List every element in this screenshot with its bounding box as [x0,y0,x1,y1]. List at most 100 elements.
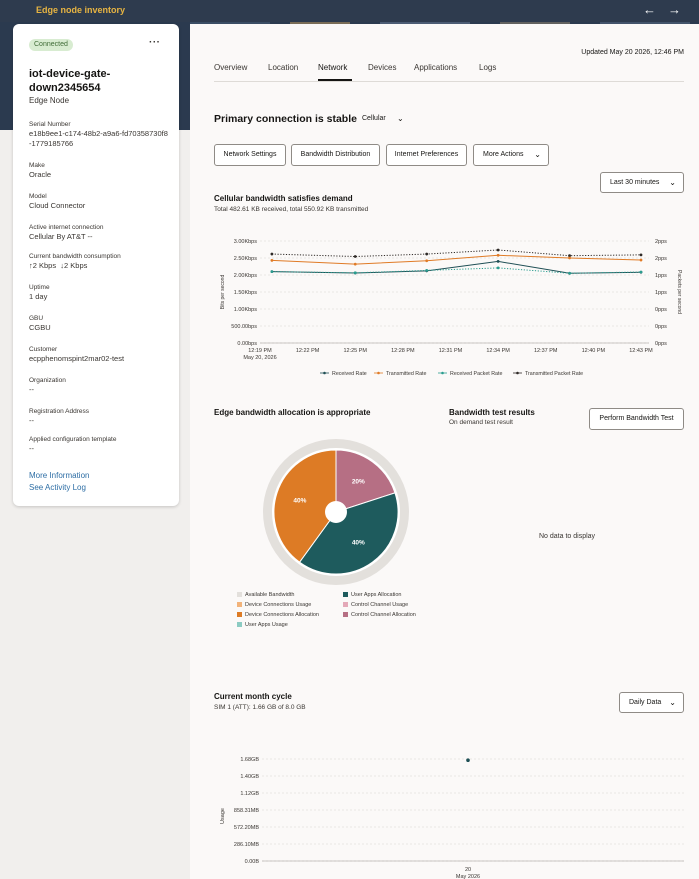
pie-slice-label: 40% [352,540,365,547]
field-make: Make Oracle [29,161,169,180]
pie-slice[interactable] [335,449,396,513]
bandwidth-line-chart: 0.00bps 500.00bps 1.00Kbps 1.50Kbps 2.00Kbps… [220,239,682,377]
legend-label: Received Rate [332,371,367,377]
y-tick-label: 500.00bps [231,324,257,330]
legend-swatch [237,592,242,597]
series-line [271,249,642,258]
top-bar: Edge node inventory ← → [0,0,699,22]
tab-devices[interactable]: Devices [368,63,397,72]
y2-tick-label: 0pps [655,341,667,347]
x-tick-label: 12:22 PM [296,348,320,354]
y2-tick-label: 1pps [655,290,667,296]
bandwidth-test-title: Bandwidth test results [449,408,535,417]
perform-bandwidth-test-button[interactable]: Perform Bandwidth Test [589,408,684,430]
tab-applications[interactable]: Applications [414,63,458,72]
field-gbu: GBU CGBU [29,314,169,333]
field-value: Cellular By AT&T -- [29,232,93,241]
field-uptime: Uptime 1 day [29,283,169,302]
usage-chart: 0.00B 286.10MB 572.20MB 858.31MB 1.12GB 1.40G… [220,757,684,879]
series-point[interactable] [568,271,571,275]
arrow-left-icon[interactable]: ← [643,2,656,17]
field-value: -- [29,416,34,425]
y-tick-label: 1.68GB [240,757,259,763]
series-point[interactable] [425,259,429,263]
chevron-down-icon: ⌄ [669,698,676,707]
bandwidth-chart-title: Cellular bandwidth satisfies demand [214,194,353,203]
y-tick-label: 1.50Kbps [234,290,257,296]
network-type-value: Cellular [362,115,386,122]
activity-log-link[interactable]: See Activity Log [29,483,86,492]
y-axis-title: Usage [220,808,226,824]
y2-tick-label: 0pps [655,307,667,313]
legend-swatch [237,612,242,617]
y2-axis-title: Packets per second [676,270,682,314]
series-point[interactable] [353,271,357,275]
field-value: Cloud Connector [29,201,86,210]
y-tick-label: 572.20MB [234,825,259,831]
device-type: Edge Node [29,96,70,105]
time-range-dropdown[interactable]: Last 30 minutes ⌄ [600,172,684,193]
more-information-link[interactable]: More Information [29,471,90,480]
last-updated: Updated May 20 2026, 12:46 PM [581,49,684,56]
pie-slice-label: 40% [293,497,306,504]
series-point[interactable] [270,270,274,273]
bandwidth-distribution-button[interactable]: Bandwidth Distribution [291,144,380,166]
arrow-right-icon[interactable]: → [668,2,681,17]
legend-item: Control Channel Usage [343,602,408,608]
x-tick-label: 12:19 PM [248,348,272,354]
y2-tick-label: 2pps [655,256,667,262]
network-type-select[interactable]: Cellular ⌄ [362,114,404,123]
bandwidth-chart-subtitle: Total 482.61 KB received, total 550.92 K… [214,206,369,213]
field-label: Make [29,162,45,169]
pie-slice[interactable] [298,492,399,575]
series-point[interactable] [270,258,274,262]
legend-marker [441,371,444,375]
legend-label: Transmitted Packet Rate [525,371,583,377]
daily-data-dropdown[interactable]: Daily Data ⌄ [619,692,684,713]
series-point[interactable] [496,253,500,257]
tab-location[interactable]: Location [268,63,299,72]
series-point[interactable] [496,266,500,270]
series-point[interactable] [353,255,357,258]
app-title: Edge node inventory [36,5,126,15]
field-registration-address: Registration Address -- [29,407,169,426]
series-point[interactable] [353,262,357,266]
legend-swatch [343,592,348,597]
chevron-down-icon: ⌄ [669,178,676,187]
series-point[interactable] [425,268,429,272]
tab-overview[interactable]: Overview [214,63,248,72]
series-line [271,260,642,274]
tab-logs[interactable]: Logs [479,63,497,72]
usage-point[interactable] [466,758,470,763]
network-settings-button[interactable]: Network Settings [214,144,286,166]
series-point[interactable] [639,253,643,257]
chevron-down-icon: ⌄ [534,150,541,159]
series-point[interactable] [270,252,274,256]
series-point[interactable] [639,258,643,262]
more-actions-button[interactable]: More Actions ⌄ [473,144,549,166]
legend-item: Device Connections Allocation [237,612,319,618]
field-bandwidth-consumption: Current bandwidth consumption ↑2 Kbps ↓2… [29,252,169,271]
series-point[interactable] [568,254,571,258]
x-tick-label: 12:34 PM [486,348,510,354]
series-point[interactable] [425,252,429,256]
field-organization: Organization -- [29,376,169,395]
more-options-icon[interactable]: ··· [149,37,161,48]
series-point[interactable] [496,260,500,263]
series-line [271,267,642,274]
no-data-message: No data to display [539,533,596,540]
legend-item: Control Channel Allocation [343,612,416,618]
series-point[interactable] [496,248,500,252]
pie-slice[interactable] [273,449,337,563]
tab-network[interactable]: Network [318,63,348,72]
field-label: Current bandwidth consumption [29,253,121,260]
tabs-divider [214,81,684,82]
y-tick-label: 0.00B [245,859,260,865]
legend-item: User Apps Usage [237,622,288,628]
y-tick-label: 2.50Kbps [234,256,257,262]
series-point[interactable] [639,270,643,274]
series-point[interactable] [568,256,571,260]
legend-marker [323,371,326,375]
y2-tick-label: 0pps [655,324,667,330]
internet-preferences-button[interactable]: Internet Preferences [386,144,467,166]
